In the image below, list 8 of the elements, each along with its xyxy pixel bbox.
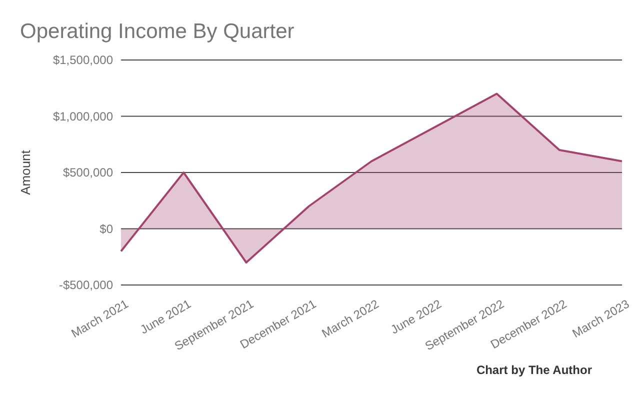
y-tick-label: $1,000,000 [52,109,114,124]
text: Chart by The Author [476,363,592,377]
y-tick-label: $1,500,000 [52,53,114,68]
y-tick-label: $500,000 [62,166,114,180]
y-tick-label: $0 [100,222,114,236]
y-axis-title: Amount [18,150,33,195]
y-tick-label: -$500,000 [58,278,114,292]
chart-title: Operating Income By Quarter [20,20,294,43]
